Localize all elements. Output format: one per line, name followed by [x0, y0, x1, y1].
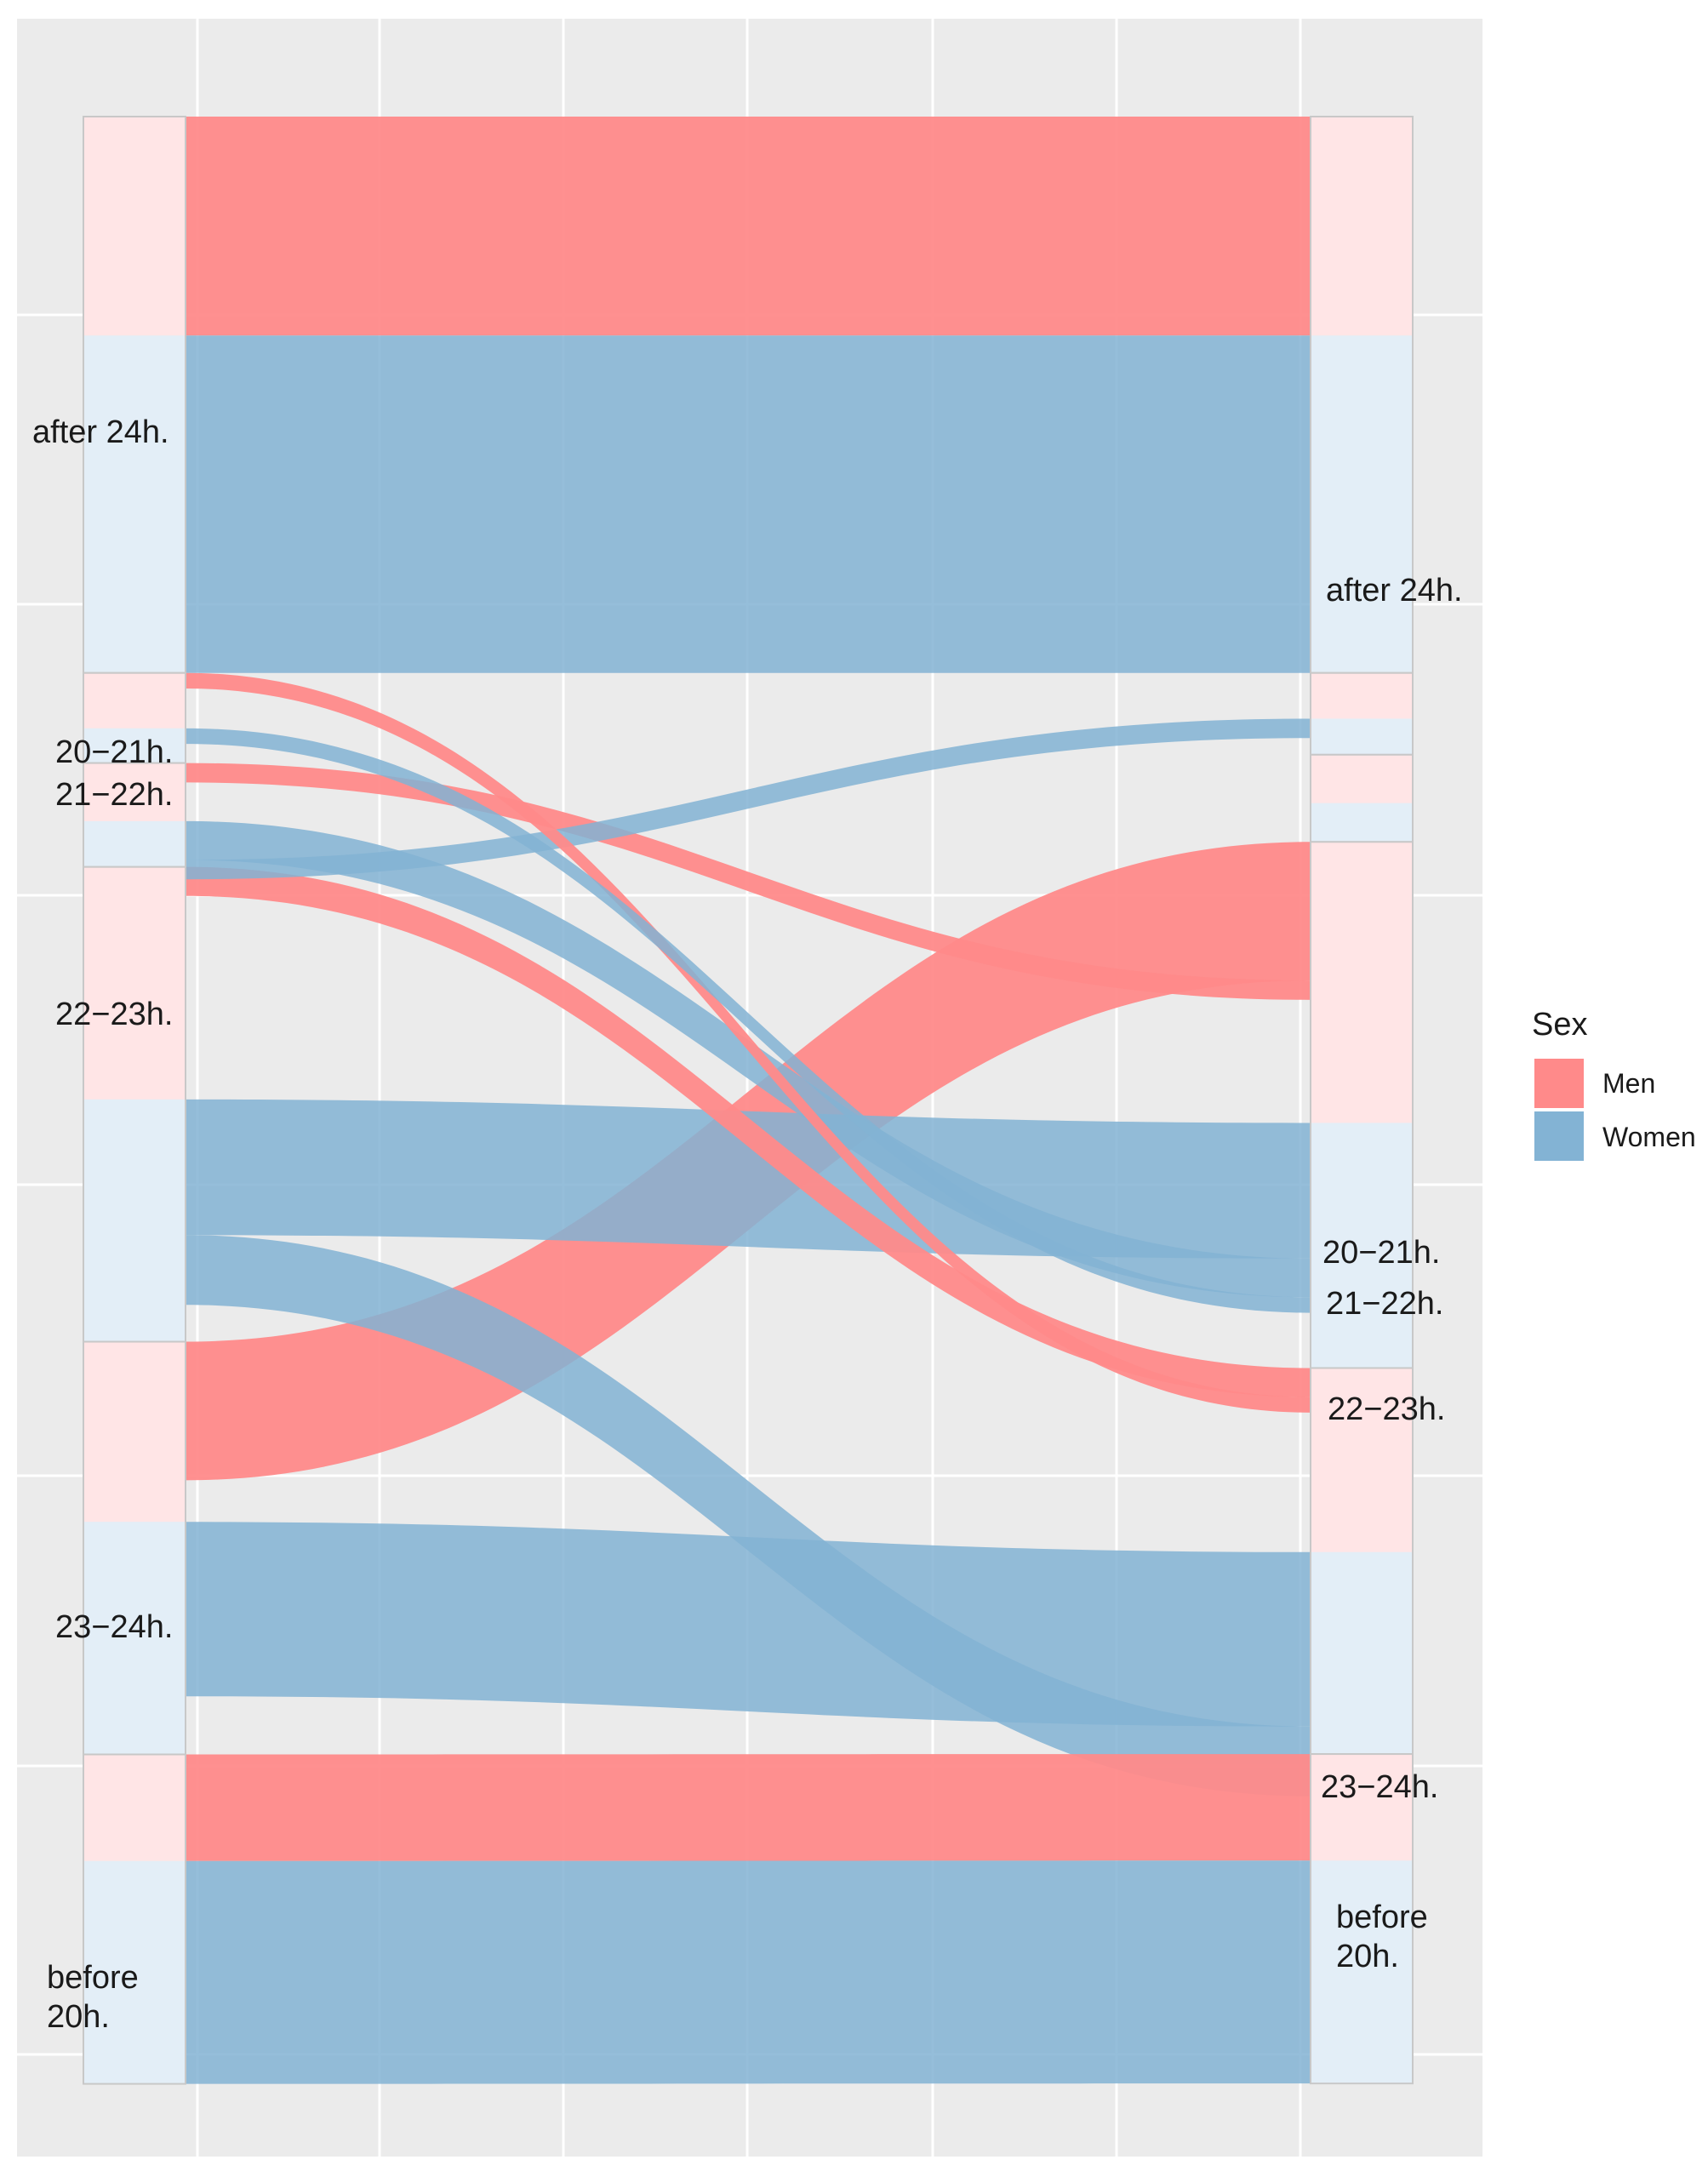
left-stratum-border-5 — [83, 1753, 186, 2085]
left-stratum-women-4 — [83, 1522, 186, 1755]
right-stratum-men-5 — [1311, 1754, 1413, 1861]
left-label-4: 23−24h. — [55, 1609, 173, 1645]
left-stratum-women-3 — [83, 1099, 186, 1342]
flow-10 — [186, 672, 1311, 1413]
left-stratum-men-1 — [83, 672, 186, 728]
left-stratum-women-2 — [83, 820, 186, 867]
left-label-1: 20−21h. — [55, 734, 173, 770]
right-stratum-women-3 — [1311, 1123, 1413, 1368]
legend: Sex Men Women — [1532, 1007, 1696, 1161]
right-stratum-women-0 — [1311, 335, 1413, 673]
strata — [83, 116, 1414, 2085]
left-stratum-men-4 — [83, 1341, 186, 1523]
legend-label-men: Men — [1602, 1068, 1655, 1099]
flow-1 — [186, 335, 1311, 673]
right-label-2: 21−22h. — [1326, 1286, 1443, 1322]
legend-title: Sex — [1532, 1007, 1587, 1043]
right-stratum-women-2 — [1311, 803, 1413, 843]
left-stratum-women-5 — [83, 1860, 186, 2084]
flow-13 — [186, 1860, 1311, 2084]
flow-12 — [186, 1754, 1311, 1861]
right-stratum-men-3 — [1311, 842, 1413, 1123]
left-stratum-women-1 — [83, 728, 186, 763]
flow-7 — [186, 763, 1311, 1000]
right-stratum-men-4 — [1311, 1368, 1413, 1552]
left-stratum-women-0 — [83, 335, 186, 673]
right-label-3: 22−23h. — [1328, 1391, 1445, 1427]
right-label-0: after 24h. — [1326, 573, 1463, 608]
flow-11 — [186, 728, 1311, 1313]
legend-label-women: Women — [1602, 1122, 1696, 1152]
flow-6 — [186, 1235, 1311, 1797]
legend-key-men — [1534, 1059, 1584, 1108]
right-stratum-women-1 — [1311, 718, 1413, 755]
left-stratum-men-0 — [83, 117, 186, 336]
flow-3 — [186, 1522, 1311, 1727]
left-label-3: 22−23h. — [55, 997, 173, 1032]
left-label-0: after 24h. — [32, 414, 169, 450]
right-label-5: before 20h. — [1336, 1900, 1428, 1974]
right-stratum-men-1 — [1311, 672, 1413, 719]
left-label-5: before 20h. — [47, 1960, 139, 2035]
right-stratum-women-4 — [1311, 1551, 1413, 1755]
left-label-2: 21−22h. — [55, 777, 173, 813]
left-stratum-men-3 — [83, 866, 186, 1100]
flow-8 — [186, 820, 1311, 1298]
flow-0 — [186, 117, 1311, 336]
right-stratum-border-5 — [1310, 1753, 1414, 2085]
right-stratum-women-5 — [1311, 1860, 1413, 2084]
right-stratum-men-0 — [1311, 117, 1413, 336]
right-label-4: 23−24h. — [1321, 1769, 1438, 1805]
right-stratum-men-2 — [1311, 754, 1413, 803]
left-stratum-men-2 — [83, 763, 186, 821]
stratum-labels: after 24h. 20−21h. 21−22h. 22−23h. 23−24h. be… — [32, 414, 1463, 2035]
right-label-1: 20−21h. — [1322, 1235, 1440, 1271]
legend-key-women — [1534, 1111, 1584, 1161]
flow-5 — [186, 866, 1311, 1397]
flow-9 — [186, 718, 1311, 880]
flows — [186, 117, 1311, 2084]
left-stratum-men-5 — [83, 1754, 186, 1861]
